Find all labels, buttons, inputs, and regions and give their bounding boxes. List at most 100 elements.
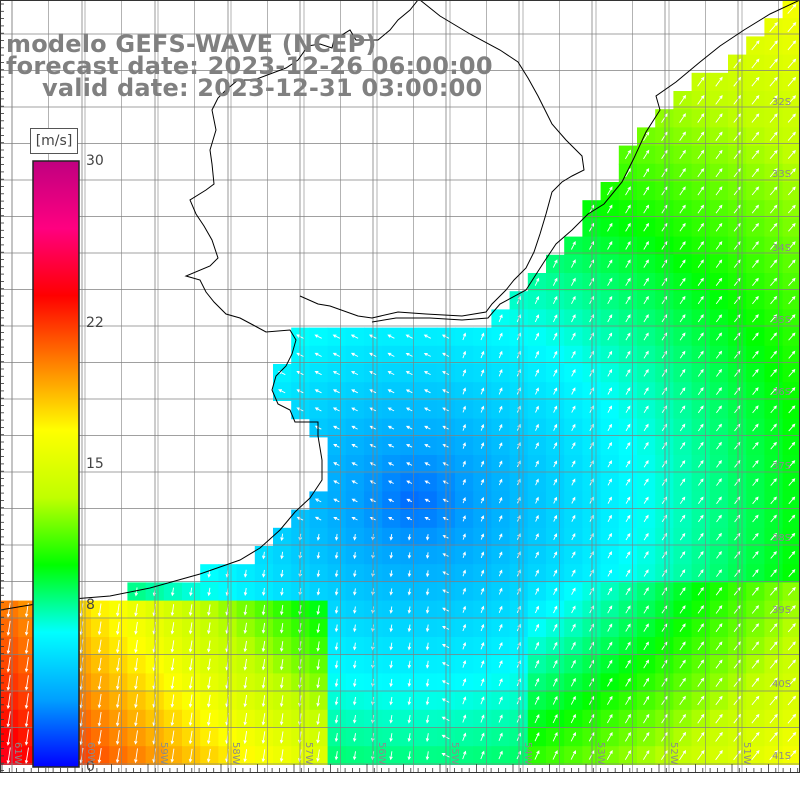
wind-arrow	[698, 441, 704, 450]
wind-arrow	[352, 715, 357, 724]
wind-arrow	[752, 569, 759, 577]
wind-arrow	[716, 459, 722, 468]
wind-arrow	[625, 204, 631, 214]
wind-arrow	[643, 405, 649, 413]
wind-arrow	[462, 696, 467, 705]
wind-arrow	[752, 551, 759, 559]
wind-arrow	[607, 295, 613, 305]
wind-arrow	[643, 131, 650, 141]
wind-arrow	[788, 405, 796, 414]
wind-arrow	[769, 641, 778, 651]
wind-arrow	[769, 677, 778, 687]
wind-arrow	[679, 222, 686, 232]
wind-arrow	[97, 730, 102, 746]
wind-arrow	[115, 639, 120, 654]
wind-arrow	[715, 259, 723, 268]
wind-arrow	[715, 186, 723, 196]
wind-arrow	[462, 641, 467, 650]
wind-arrow	[769, 131, 778, 141]
wind-arrow	[407, 624, 412, 633]
wind-arrow	[334, 588, 339, 596]
wind-arrow	[643, 713, 650, 724]
wind-arrow	[607, 551, 613, 559]
wind-arrow	[770, 569, 777, 577]
lat-lon-grid	[0, 0, 800, 772]
wind-arrow	[679, 131, 686, 141]
wind-arrow	[679, 405, 686, 414]
wind-arrow	[553, 350, 558, 359]
wind-arrow	[752, 350, 759, 359]
wind-arrow	[279, 749, 284, 763]
wind-arrow	[261, 588, 266, 596]
wind-arrow	[498, 496, 503, 504]
wind-arrow	[389, 715, 393, 724]
wind-arrow	[643, 423, 649, 432]
wind-arrow	[534, 277, 540, 286]
wind-arrow	[589, 405, 594, 413]
wind-arrow	[571, 460, 576, 468]
wind-arrow	[752, 496, 759, 505]
wind-arrow	[553, 332, 558, 341]
wind-arrow	[134, 712, 138, 727]
wind-arrow	[607, 514, 612, 523]
wind-arrow	[405, 407, 413, 412]
wind-arrow	[643, 750, 650, 760]
wind-arrow	[679, 368, 686, 377]
wind-arrow	[535, 569, 539, 577]
wind-arrow	[607, 496, 612, 504]
wind-arrow	[643, 204, 650, 214]
wind-arrow	[405, 444, 413, 448]
wind-arrow	[751, 76, 760, 87]
model-title: modelo GEFS-WAVE (NCEP)	[6, 30, 377, 58]
wind-arrow	[389, 733, 393, 742]
wind-arrow	[733, 149, 741, 160]
wind-arrow	[788, 259, 796, 268]
wind-arrow	[134, 730, 138, 745]
wind-arrow	[243, 694, 248, 708]
wind-arrow	[350, 334, 359, 339]
wind-arrow	[679, 569, 686, 577]
wind-arrow	[571, 641, 576, 650]
wind-arrow	[261, 731, 266, 744]
longitude-label: 52W	[668, 742, 679, 765]
wind-arrow	[770, 259, 778, 268]
wind-arrow	[334, 733, 339, 743]
wind-arrow	[261, 569, 266, 578]
wind-arrow	[769, 186, 778, 196]
wind-arrow	[715, 113, 723, 123]
wind-arrow	[751, 58, 760, 69]
wind-arrow	[333, 516, 340, 521]
longitude-label: 56W	[376, 742, 387, 765]
wind-arrow	[314, 352, 322, 357]
wind-arrow	[261, 695, 266, 708]
wind-arrow	[715, 750, 723, 761]
wind-arrow	[498, 314, 503, 323]
wind-arrow	[351, 444, 358, 448]
wind-arrow	[625, 167, 631, 178]
wind-arrow	[679, 423, 686, 432]
wind-arrow	[425, 588, 430, 596]
wind-arrow	[6, 620, 11, 636]
wind-arrow	[534, 314, 540, 323]
wind-arrow	[751, 695, 760, 706]
wind-arrow	[571, 332, 576, 341]
wind-arrow	[571, 405, 576, 413]
coastline	[0, 0, 800, 611]
wind-arrow	[697, 295, 704, 305]
wind-arrow	[535, 405, 539, 413]
wind-arrow	[407, 715, 412, 724]
wind-arrow	[715, 677, 723, 687]
wind-arrow	[553, 569, 558, 577]
wind-arrow	[279, 623, 284, 634]
wind-arrow	[134, 603, 138, 617]
wind-arrow	[480, 387, 485, 395]
wind-arrow	[607, 314, 613, 323]
wind-arrow	[206, 730, 211, 745]
wind-arrow	[625, 496, 631, 504]
wind-arrow	[387, 407, 395, 412]
wind-arrow	[261, 659, 266, 671]
wind-arrow	[769, 168, 778, 178]
wind-arrow	[571, 314, 576, 323]
wind-arrow	[480, 750, 485, 760]
wind-arrow	[679, 677, 686, 687]
